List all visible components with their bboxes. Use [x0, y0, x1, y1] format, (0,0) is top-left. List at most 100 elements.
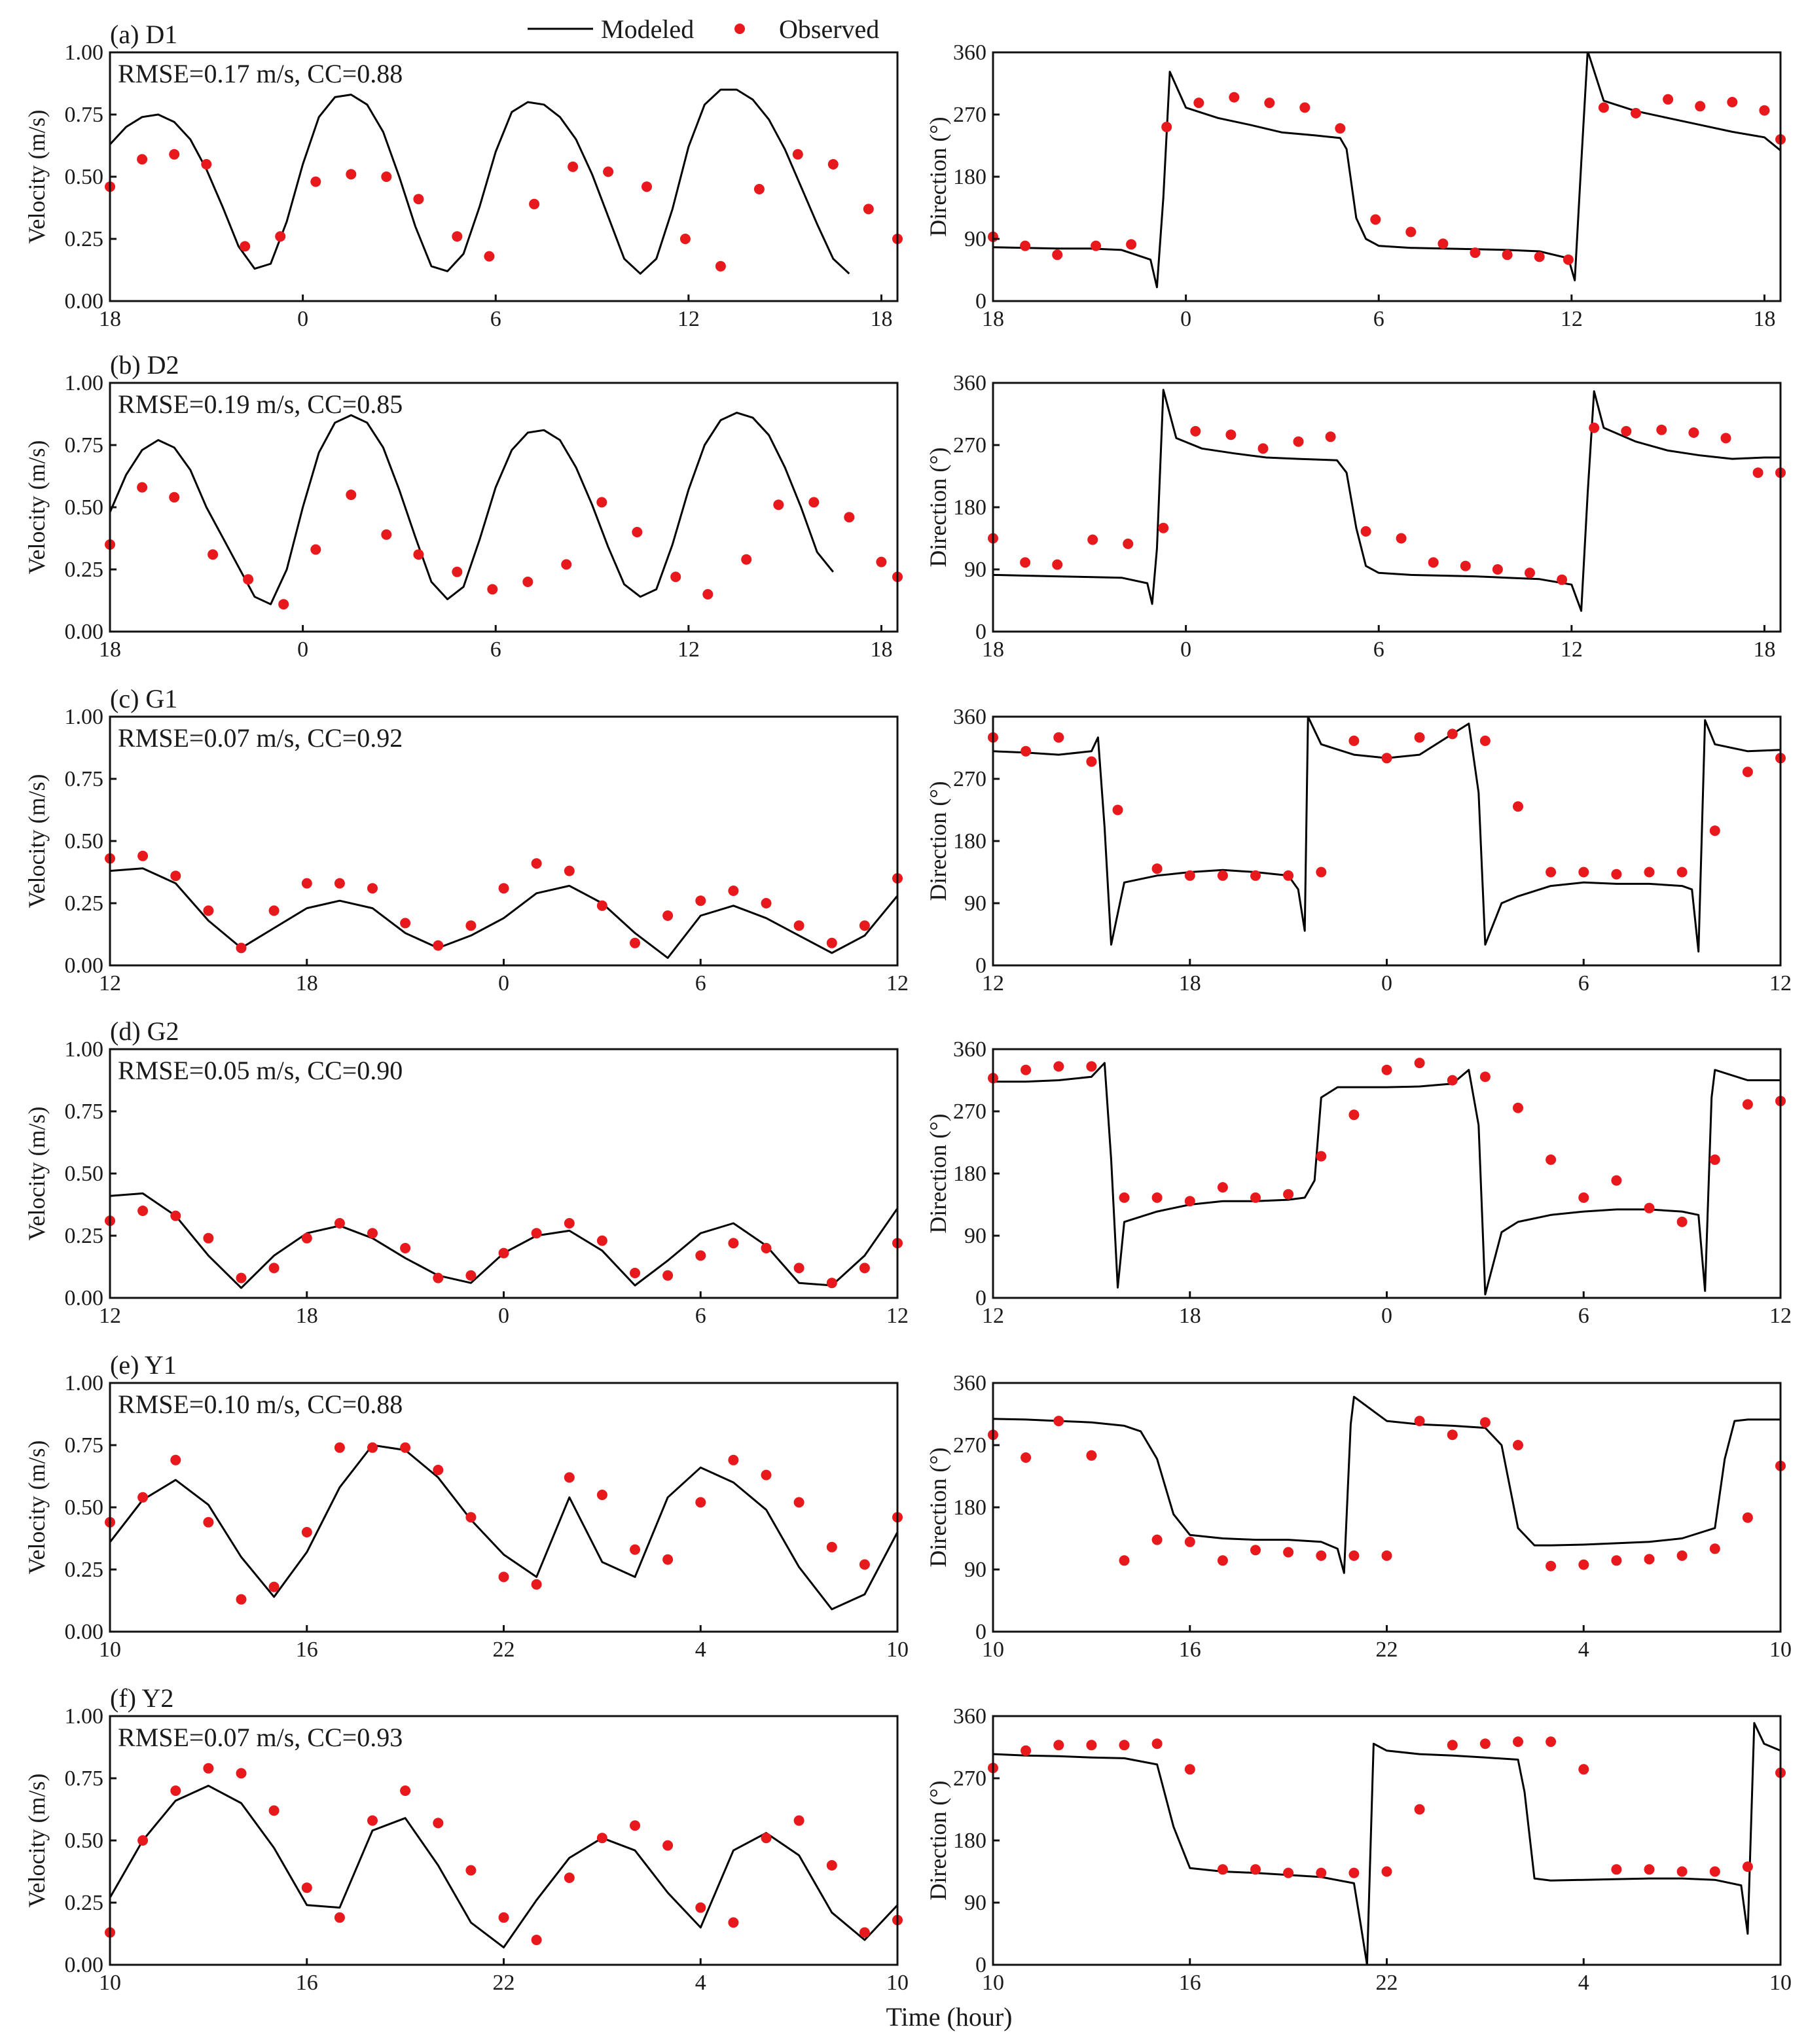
- panel-b-velocity-xtick-label: 12: [678, 637, 700, 662]
- panel-e-velocity-observed-point: [859, 1559, 870, 1570]
- panel-a-velocity-observed-point: [715, 260, 726, 272]
- panel-e-velocity-ytick-label: 0.25: [65, 1558, 104, 1582]
- panel-c-velocity-ytick-label: 0.50: [65, 829, 104, 853]
- panel-f-velocity-y-axis-label: Velocity (m/s): [24, 1774, 50, 1908]
- panel-e-direction-chart: 0 90 180 270 360 10 16 22 4 10 Direction (°): [925, 1371, 1792, 1662]
- panel-a-direction-observed-point: [1759, 105, 1770, 116]
- panel-b-direction-observed-point: [1752, 467, 1763, 478]
- panel-f-direction-ytick-label: 0: [975, 1953, 986, 1977]
- panel-d-direction-xtick-label: 6: [1578, 1304, 1589, 1328]
- panel-b-velocity-observed-point: [346, 490, 357, 500]
- panel-b-velocity-xtick-label: 0: [297, 637, 308, 662]
- panel-e-velocity-metric: RMSE=0.10 m/s, CC=0.88: [118, 1390, 403, 1419]
- panel-f-velocity-chart: 0.00 0.25 0.50 0.75 1.00 10 16 22 4 10 Velocity (m…: [24, 1683, 909, 1995]
- panel-f-velocity-xtick-label: 16: [296, 1971, 318, 1995]
- panel-e-direction-observed-point: [1414, 1416, 1425, 1427]
- panel-d-direction-observed-point: [1283, 1189, 1294, 1200]
- panel-a-velocity-observed-point: [346, 169, 357, 180]
- panel-d-velocity-ytick-label: 1.00: [65, 1037, 104, 1062]
- panel-c-direction-xtick-label: 12: [1769, 971, 1792, 995]
- panel-e-velocity-observed-point: [728, 1454, 739, 1465]
- panel-a-velocity-xtick-label: 18: [99, 307, 121, 331]
- panel-b-direction-observed-point: [1158, 522, 1169, 533]
- panel-e-velocity-observed-point: [236, 1594, 247, 1605]
- panel-a-velocity-xtick-label: 0: [297, 307, 308, 331]
- panel-c-velocity-observed-point: [695, 895, 706, 906]
- panel-d-direction-xtick-label: 18: [1179, 1304, 1201, 1328]
- panel-f-direction-observed-point: [1184, 1764, 1195, 1775]
- panel-e-velocity-observed-point: [367, 1442, 378, 1453]
- panel-c-velocity-ytick-label: 1.00: [65, 705, 104, 729]
- panel-f-direction-observed-point: [1021, 1745, 1032, 1756]
- panel-f-direction-observed-point: [1151, 1738, 1163, 1749]
- panel-d-velocity-observed-point: [301, 1232, 312, 1244]
- panel-d-velocity-title: (d) G2: [110, 1016, 179, 1046]
- panel-e-velocity-observed-point: [268, 1581, 280, 1592]
- panel-a-velocity-modeled-line: [110, 88, 850, 275]
- panel-b-direction-observed-point: [1460, 560, 1471, 571]
- panel-b-velocity-ytick-label: 0.00: [65, 620, 104, 644]
- panel-e-direction-observed-point: [1348, 1550, 1360, 1561]
- panel-a-velocity-xtick-label: 6: [490, 307, 501, 331]
- panel-b-direction-observed-point: [1257, 443, 1269, 454]
- panel-d-direction-observed-point: [1513, 1102, 1523, 1113]
- panel-c-velocity-observed-point: [268, 905, 280, 916]
- panel-c-direction-y-axis-label: Direction (°): [925, 781, 951, 901]
- panel-e-direction-observed-point: [1742, 1512, 1753, 1523]
- panel-d-velocity-observed-point: [596, 1235, 607, 1246]
- panel-f-velocity-observed-point: [301, 1882, 312, 1893]
- panel-c-velocity-observed-point: [170, 870, 181, 882]
- panel-d-direction-ytick-label: 0: [975, 1286, 986, 1310]
- panel-f-direction-observed-point: [1709, 1866, 1720, 1877]
- panel-d-velocity-ytick-label: 0.00: [65, 1286, 104, 1310]
- panel-b-velocity-ytick-label: 0.75: [65, 433, 104, 457]
- panel-a-velocity-observed-point: [413, 194, 424, 205]
- panel-c-direction-observed-point: [1447, 728, 1458, 740]
- panel-e-direction-xtick-label: 22: [1376, 1638, 1398, 1662]
- panel-d-velocity-observed-point: [400, 1243, 411, 1253]
- panel-c-direction-observed-point: [1479, 735, 1491, 746]
- panel-a-velocity-chart: 0.00 0.25 0.50 0.75 1.00 18 0 6 12 18 Velocity (m/…: [24, 20, 903, 331]
- panel-e-velocity-observed-point: [498, 1571, 509, 1583]
- panel-a-direction-observed-point: [1052, 249, 1063, 260]
- panel-c-velocity-observed-point: [334, 878, 345, 889]
- panel-e-direction-observed-point: [1546, 1560, 1557, 1571]
- panel-a-velocity-xtick-label: 18: [870, 307, 892, 331]
- panel-d-direction-observed-point: [1447, 1075, 1458, 1086]
- panel-c-velocity-observed-point: [859, 920, 870, 931]
- panel-f-direction-observed-point: [1546, 1736, 1557, 1748]
- panel-e-direction-xtick-label: 10: [982, 1638, 1004, 1662]
- panel-d-velocity-observed-point: [761, 1243, 772, 1253]
- panel-d-direction-observed-point: [1151, 1192, 1163, 1203]
- panel-b-velocity-observed-point: [670, 571, 681, 583]
- panel-f-direction-observed-point: [1676, 1866, 1688, 1877]
- panel-d-direction-ytick-label: 90: [964, 1224, 986, 1248]
- panel-b-velocity-title: (b) D2: [110, 350, 179, 380]
- panel-a-velocity-ytick-label: 1.00: [65, 41, 104, 65]
- panel-a-direction-observed-point: [1299, 102, 1311, 113]
- panel-a-direction-observed-point: [1663, 94, 1674, 105]
- panel-a-velocity-observed-point: [137, 154, 148, 165]
- panel-f-velocity-observed-point: [662, 1840, 674, 1851]
- panel-f-velocity-observed-point: [596, 1833, 607, 1844]
- panel-b-velocity-observed-point: [632, 527, 643, 537]
- panel-b-direction-observed-point: [1020, 557, 1031, 568]
- panel-b-direction-observed-point: [1225, 429, 1237, 440]
- panel-d-velocity-observed-point: [793, 1263, 805, 1274]
- panel-b-direction-observed-point: [1621, 425, 1632, 437]
- panel-d-velocity-observed-point: [826, 1278, 837, 1289]
- panel-e-velocity-observed-point: [433, 1465, 444, 1475]
- panel-c-direction-observed-point: [1381, 753, 1392, 764]
- panel-b-direction-observed-point: [1656, 424, 1667, 435]
- panel-d-direction-observed-point: [1611, 1175, 1622, 1186]
- panel-f-velocity-observed-point: [170, 1785, 181, 1796]
- panel-e-velocity-title: (e) Y1: [110, 1350, 177, 1380]
- panel-a-velocity-observed-point: [484, 251, 495, 262]
- panel-a-direction-observed-point: [1161, 122, 1172, 132]
- panel-e-direction-observed-point: [1086, 1450, 1097, 1461]
- panel-b-velocity-observed-point: [876, 556, 887, 567]
- panel-e-velocity-observed-point: [531, 1579, 542, 1590]
- panel-b-velocity-observed-point: [413, 549, 424, 560]
- panel-a-direction-plot-frame: [992, 51, 1782, 302]
- panel-c-direction-ytick-label: 270: [953, 767, 986, 791]
